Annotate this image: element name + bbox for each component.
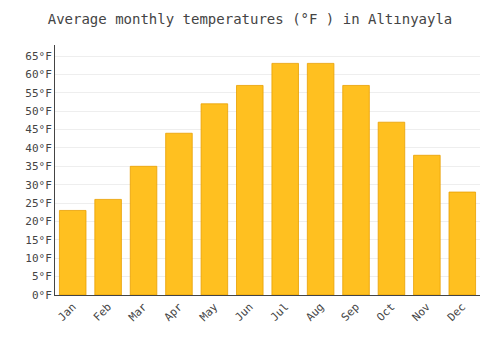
svg-text:25°F: 25°F xyxy=(25,197,52,210)
svg-text:Jan: Jan xyxy=(55,301,78,324)
svg-text:35°F: 35°F xyxy=(25,160,52,173)
svg-text:30°F: 30°F xyxy=(25,179,52,192)
svg-text:55°F: 55°F xyxy=(25,87,52,100)
svg-text:Mar: Mar xyxy=(126,300,150,324)
svg-text:45°F: 45°F xyxy=(25,123,52,136)
svg-text:20°F: 20°F xyxy=(25,215,52,228)
svg-text:0°F: 0°F xyxy=(32,289,52,302)
svg-text:Average monthly temperatures (: Average monthly temperatures (°F ) in Al… xyxy=(48,11,453,27)
svg-text:Aug: Aug xyxy=(303,301,326,324)
svg-text:Jul: Jul xyxy=(268,301,291,324)
svg-text:65°F: 65°F xyxy=(25,50,52,63)
svg-text:5°F: 5°F xyxy=(32,270,52,283)
svg-text:Nov: Nov xyxy=(410,300,434,324)
svg-text:Sep: Sep xyxy=(339,301,362,324)
svg-text:60°F: 60°F xyxy=(25,68,52,81)
svg-text:Feb: Feb xyxy=(91,301,114,324)
svg-text:Dec: Dec xyxy=(445,301,468,324)
svg-text:10°F: 10°F xyxy=(25,252,52,265)
svg-text:15°F: 15°F xyxy=(25,234,52,247)
svg-text:May: May xyxy=(197,300,221,324)
svg-text:Apr: Apr xyxy=(162,300,186,324)
svg-text:40°F: 40°F xyxy=(25,142,52,155)
svg-text:50°F: 50°F xyxy=(25,105,52,118)
svg-text:Jun: Jun xyxy=(233,301,256,324)
svg-text:Oct: Oct xyxy=(374,301,397,324)
